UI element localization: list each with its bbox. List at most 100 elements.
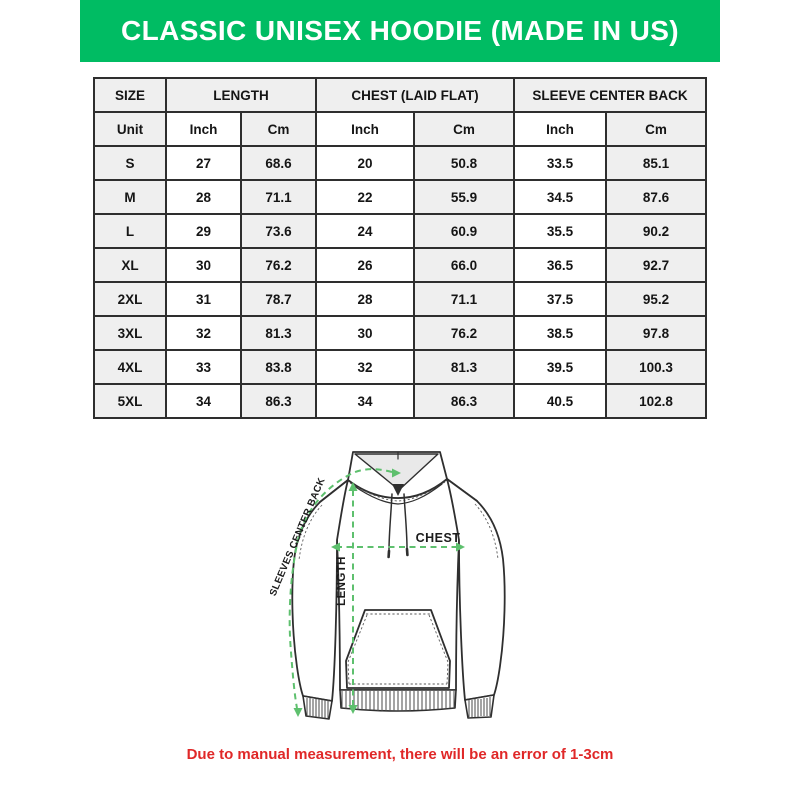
- value-cell: 55.9: [412, 179, 516, 215]
- size-cell: 3XL: [92, 315, 167, 351]
- table-row: 4XL 33 83.8 32 81.3 39.5 100.3: [92, 349, 707, 385]
- collar-inner-line: [353, 483, 443, 505]
- value-cell: 37.5: [513, 281, 607, 317]
- page-title: CLASSIC UNISEX HOODIE (MADE IN US): [120, 15, 680, 46]
- unit-cell: Inch: [513, 111, 607, 147]
- collar-stitching: [349, 481, 446, 502]
- size-cell: 2XL: [92, 281, 167, 317]
- col-header-length: LENGTH: [164, 77, 317, 113]
- value-cell: 33.5: [513, 145, 607, 181]
- value-cell: 66.0: [412, 247, 516, 283]
- value-cell: 27: [164, 145, 242, 181]
- drawstring-aglets: [387, 547, 409, 559]
- value-cell: 73.6: [239, 213, 317, 249]
- value-cell: 81.3: [239, 315, 317, 351]
- length-arrow-bottom: [348, 705, 358, 714]
- value-cell: 20: [314, 145, 415, 181]
- value-cell: 86.3: [412, 383, 516, 419]
- right-sleeve: [446, 478, 506, 701]
- value-cell: 76.2: [239, 247, 317, 283]
- value-cell: 78.7: [239, 281, 317, 317]
- sleeve-arrow-bottom: [293, 708, 303, 717]
- table-unit-row: Unit Inch Cm Inch Cm Inch Cm: [92, 111, 707, 147]
- value-cell: 83.8: [239, 349, 317, 385]
- unit-cell: Unit: [92, 111, 167, 147]
- unit-cell: Cm: [605, 111, 707, 147]
- sleeve-arrow-top: [392, 468, 401, 478]
- unit-cell: Inch: [164, 111, 242, 147]
- table-row: M 28 71.1 22 55.9 34.5 87.6: [92, 179, 707, 215]
- value-cell: 86.3: [239, 383, 317, 419]
- value-cell: 32: [164, 315, 242, 351]
- value-cell: 102.8: [605, 383, 707, 419]
- value-cell: 87.6: [605, 179, 707, 215]
- measurement-error-note: Due to manual measurement, there will be…: [186, 746, 614, 763]
- drawstring-left: [388, 493, 393, 551]
- value-cell: 90.2: [605, 213, 707, 249]
- value-cell: 50.8: [412, 145, 516, 181]
- table-group-header-row: SIZE LENGTH CHEST (LAID FLAT) SLEEVE CEN…: [92, 77, 707, 113]
- value-cell: 33: [164, 349, 242, 385]
- value-cell: 26: [314, 247, 415, 283]
- size-chart-table: SIZE LENGTH CHEST (LAID FLAT) SLEEVE CEN…: [92, 77, 707, 419]
- drawstring-right: [403, 493, 408, 549]
- value-cell: 71.1: [412, 281, 516, 317]
- size-cell: XL: [92, 247, 167, 283]
- size-cell: M: [92, 179, 167, 215]
- value-cell: 97.8: [605, 315, 707, 351]
- chest-arrow-right: [456, 542, 465, 552]
- title-bar: CLASSIC UNISEX HOODIE (MADE IN US): [80, 0, 720, 62]
- hoodie-measurement-diagram: CHEST LENGTH SLEEVES CENTER BACK: [268, 432, 530, 742]
- value-cell: 34: [314, 383, 415, 419]
- col-header-chest: CHEST (LAID FLAT): [314, 77, 516, 113]
- pocket-stitching: [347, 613, 449, 685]
- hoodie-line-art: CHEST LENGTH SLEEVES CENTER BACK: [268, 451, 506, 720]
- kangaroo-pocket: [345, 609, 451, 689]
- length-label: LENGTH: [336, 556, 348, 606]
- length-arrow-top: [348, 482, 358, 491]
- value-cell: 95.2: [605, 281, 707, 317]
- table-row: 3XL 32 81.3 30 76.2 38.5 97.8: [92, 315, 707, 351]
- value-cell: 32: [314, 349, 415, 385]
- value-cell: 28: [164, 179, 242, 215]
- value-cell: 76.2: [412, 315, 516, 351]
- value-cell: 34.5: [513, 179, 607, 215]
- unit-cell: Inch: [314, 111, 415, 147]
- chest-label: CHEST: [416, 531, 461, 545]
- size-cell: 5XL: [92, 383, 167, 419]
- right-cuff-ribbing: [468, 697, 491, 717]
- left-cuff-ribbing: [306, 698, 329, 718]
- table-row: L 29 73.6 24 60.9 35.5 90.2: [92, 213, 707, 249]
- value-cell: 30: [164, 247, 242, 283]
- table-row: XL 30 76.2 26 66.0 36.5 92.7: [92, 247, 707, 283]
- unit-cell: Cm: [239, 111, 317, 147]
- value-cell: 36.5: [513, 247, 607, 283]
- value-cell: 85.1: [605, 145, 707, 181]
- value-cell: 31: [164, 281, 242, 317]
- value-cell: 92.7: [605, 247, 707, 283]
- size-cell: L: [92, 213, 167, 249]
- value-cell: 40.5: [513, 383, 607, 419]
- size-cell: S: [92, 145, 167, 181]
- col-header-size: SIZE: [92, 77, 167, 113]
- left-sleeve: [291, 479, 349, 702]
- table-row: 5XL 34 86.3 34 86.3 40.5 102.8: [92, 383, 707, 419]
- col-header-sleeve: SLEEVE CENTER BACK: [513, 77, 707, 113]
- table-row: S 27 68.6 20 50.8 33.5 85.1: [92, 145, 707, 181]
- value-cell: 38.5: [513, 315, 607, 351]
- value-cell: 39.5: [513, 349, 607, 385]
- value-cell: 100.3: [605, 349, 707, 385]
- value-cell: 22: [314, 179, 415, 215]
- table-row: 2XL 31 78.7 28 71.1 37.5 95.2: [92, 281, 707, 317]
- value-cell: 81.3: [412, 349, 516, 385]
- sleeve-measure-line: [288, 468, 393, 709]
- value-cell: 24: [314, 213, 415, 249]
- value-cell: 35.5: [513, 213, 607, 249]
- value-cell: 28: [314, 281, 415, 317]
- value-cell: 29: [164, 213, 242, 249]
- value-cell: 34: [164, 383, 242, 419]
- value-cell: 68.6: [239, 145, 317, 181]
- chest-arrow-left: [331, 542, 340, 552]
- neck-opening: [392, 484, 404, 496]
- sleeve-seam-stitching: [298, 503, 499, 561]
